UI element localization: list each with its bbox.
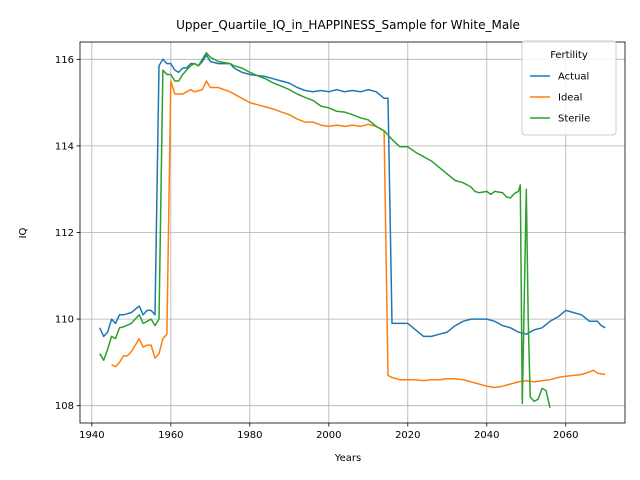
y-tick-label: 108	[55, 401, 74, 412]
legend-title: Fertility	[550, 50, 588, 61]
y-axis-label: IQ	[18, 227, 29, 238]
x-tick-label: 2000	[316, 430, 341, 441]
x-tick-label: 1960	[158, 430, 183, 441]
x-tick-label: 1940	[79, 430, 104, 441]
y-tick-label: 114	[55, 141, 74, 152]
x-tick-label: 2060	[553, 430, 578, 441]
x-axis-label: Years	[334, 453, 361, 464]
legend-label-actual: Actual	[558, 72, 589, 83]
x-tick-label: 1980	[237, 430, 262, 441]
legend: Fertility Actual Ideal Sterile	[522, 41, 616, 135]
y-tick-label: 116	[55, 55, 74, 66]
x-tick-label: 2020	[395, 430, 420, 441]
y-tick-label: 110	[55, 315, 74, 326]
legend-label-sterile: Sterile	[558, 114, 590, 125]
chart-title: Upper_Quartile_IQ_in_HAPPINESS_Sample fo…	[176, 18, 520, 32]
legend-label-ideal: Ideal	[558, 93, 582, 104]
x-tick-label: 2040	[474, 430, 499, 441]
y-tick-label: 112	[55, 228, 74, 239]
